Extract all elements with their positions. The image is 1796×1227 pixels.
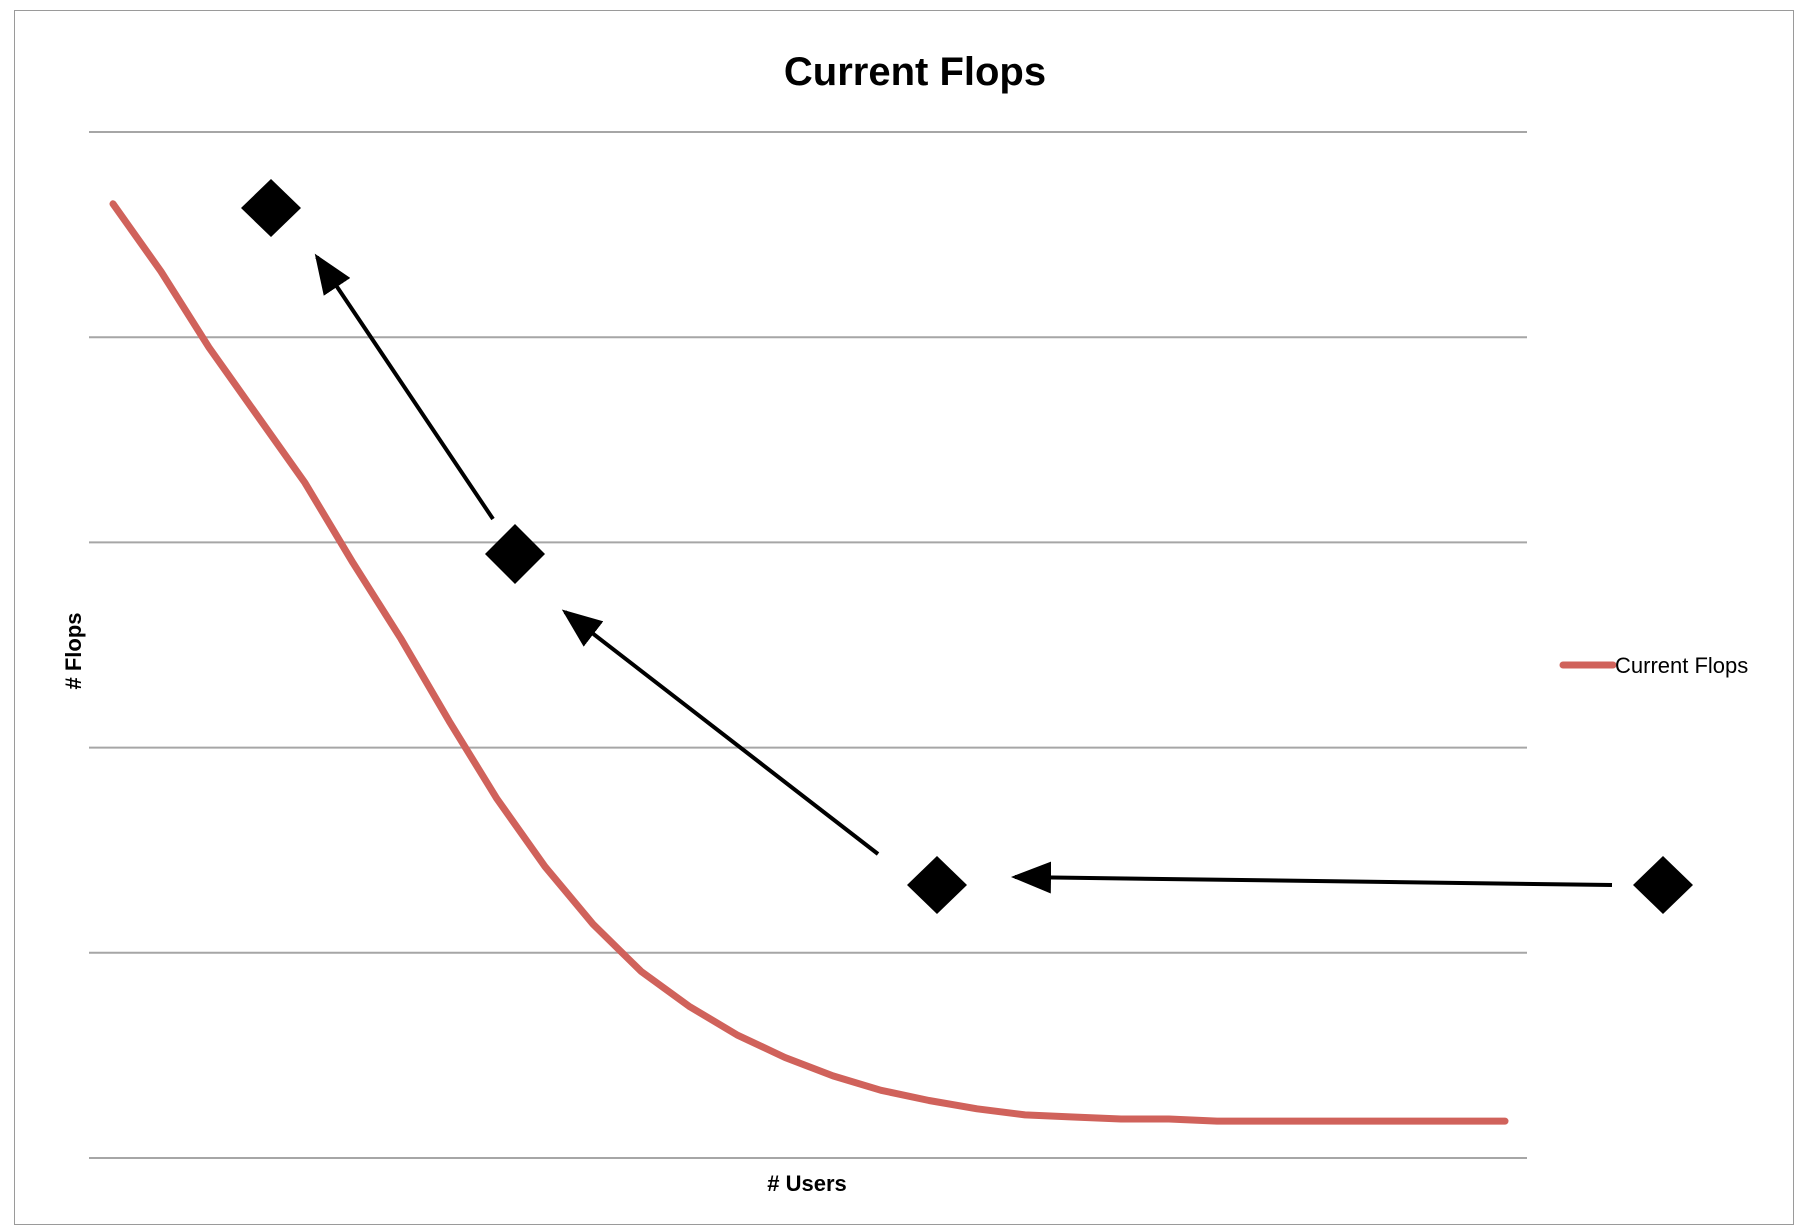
diamond-marker	[907, 856, 967, 914]
chart-title: Current Flops	[784, 50, 1046, 94]
arrow	[561, 609, 880, 856]
series-layer	[109, 200, 1509, 1125]
chart-frame: Current Flops # Flops # Users Current Fl…	[14, 10, 1794, 1225]
diamond-marker	[241, 179, 301, 237]
annotation-layer	[241, 179, 1693, 914]
arrow	[314, 253, 495, 521]
legend-label: Current Flops	[1615, 653, 1748, 678]
gridlines	[89, 131, 1527, 1159]
arrow	[1011, 861, 1613, 894]
diamond-marker	[1633, 856, 1693, 914]
chart-svg: Current Flops # Flops # Users Current Fl…	[61, 50, 1748, 1196]
series-line-current-flops	[109, 200, 1509, 1125]
diamond-marker	[485, 524, 545, 584]
legend: Current Flops	[1559, 653, 1748, 678]
y-axis-label: # Flops	[61, 612, 86, 689]
x-axis-label: # Users	[767, 1171, 847, 1196]
